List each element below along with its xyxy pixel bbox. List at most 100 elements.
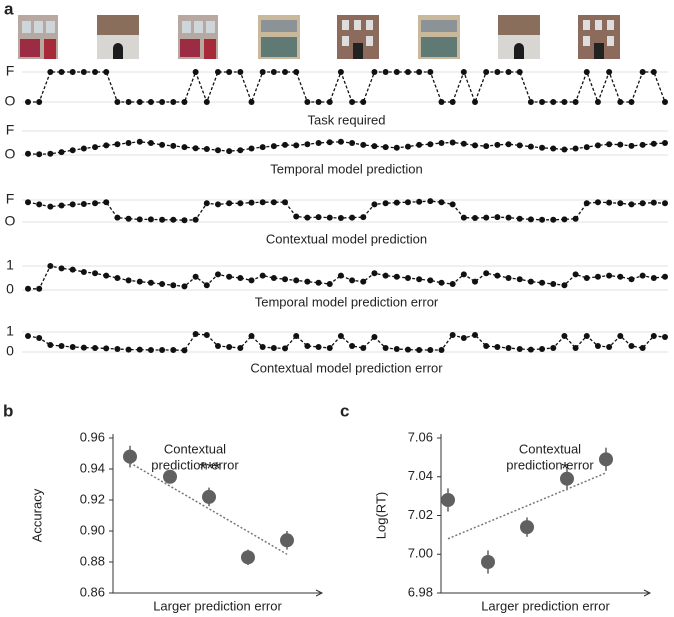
building-icons (18, 15, 620, 59)
trace-point (416, 347, 423, 353)
trace-point (259, 199, 266, 206)
trace-point (650, 199, 657, 206)
trace-point (203, 282, 210, 289)
y-tick-label: 0.90 (80, 522, 105, 537)
trace-point (606, 272, 613, 279)
y-tick-label: 7.06 (408, 429, 433, 444)
trace-point (147, 279, 154, 286)
trace-point (125, 140, 132, 146)
trace-point (360, 141, 367, 148)
x-axis-label: Larger prediction error (481, 598, 610, 613)
trace-point (427, 347, 434, 353)
trace-point (606, 69, 613, 75)
trace-point (539, 279, 546, 286)
trace-point (114, 346, 121, 352)
x-axis-label: Larger prediction error (153, 598, 282, 613)
trace-point (326, 345, 333, 351)
trace-point (282, 69, 289, 75)
trace-point (639, 200, 646, 207)
trace-point (527, 216, 534, 223)
trace-point (147, 347, 154, 353)
trace-point (416, 198, 423, 205)
trace-point (349, 343, 356, 349)
trace-point (192, 273, 199, 280)
trace-point (114, 141, 121, 148)
trace-point (662, 334, 668, 340)
y-tick-label: 1 (6, 323, 14, 339)
trace-point (416, 141, 423, 148)
trace-point (572, 345, 579, 351)
trace-point (539, 99, 546, 105)
trace-point (594, 343, 601, 349)
y-tick-label: 0 (6, 281, 14, 297)
trace-point (483, 143, 490, 150)
trace-point (170, 142, 177, 149)
trace-point (539, 144, 546, 151)
data-point (599, 452, 613, 467)
trace-point (505, 345, 512, 351)
trace-point (404, 69, 411, 75)
trace-point (472, 215, 479, 222)
trace-point (304, 343, 311, 349)
trace-point (25, 150, 31, 157)
panel-title: Contextual (519, 441, 581, 456)
trace-point (47, 342, 54, 348)
data-point (481, 555, 495, 569)
trace-point (516, 215, 523, 222)
trace-point (103, 345, 110, 352)
trace-point (237, 345, 244, 351)
data-point (241, 550, 255, 565)
trace-point (270, 345, 277, 351)
trace-point (561, 333, 568, 339)
panel-title: Contextual (164, 441, 226, 456)
trace-point (181, 144, 188, 151)
trace-point (159, 281, 166, 287)
trace-point (427, 141, 434, 148)
trace-point (494, 141, 501, 148)
trace-point (483, 69, 490, 75)
trace-point (472, 278, 479, 285)
trace-point (92, 345, 99, 351)
y-tick-label: 0.86 (80, 584, 105, 599)
trace-point (136, 99, 143, 105)
trace-point (527, 143, 534, 150)
trace-point (438, 347, 445, 353)
trace-point (248, 333, 255, 339)
trace-point (371, 270, 378, 277)
trace-point (170, 347, 177, 353)
y-tick-label: 7.02 (408, 507, 433, 522)
trace-point (427, 198, 434, 205)
trace-point (248, 199, 255, 206)
trace-label: Contextual model prediction error (250, 360, 443, 375)
trace-label: Contextual model prediction (266, 231, 427, 246)
trace-point (103, 142, 110, 149)
trace-label: Task required (307, 112, 385, 127)
y-tick-label: 6.98 (408, 584, 433, 599)
trace-point (237, 200, 244, 207)
trace-point (650, 140, 657, 147)
trace-point (282, 345, 289, 352)
trace-point (662, 273, 668, 280)
trace-point (47, 150, 54, 157)
trace-point (315, 344, 322, 350)
trace-point (628, 276, 635, 283)
data-point (202, 489, 216, 504)
trace-point (270, 143, 277, 150)
trace-point (404, 275, 411, 281)
data-point (163, 469, 177, 484)
trace-point (114, 99, 121, 105)
trace-point (92, 144, 99, 151)
trace-point (69, 147, 76, 154)
trace-point (583, 275, 590, 281)
trace-point (25, 199, 31, 206)
trace-point (293, 69, 300, 75)
data-point (123, 449, 137, 464)
trace-line (27, 141, 666, 155)
trace-point (594, 99, 601, 105)
trace-point (58, 343, 65, 349)
trace-point (438, 140, 445, 146)
trace-point (270, 69, 277, 75)
trace-point (438, 279, 445, 286)
trace-point (393, 273, 400, 280)
y-tick-label: 7.00 (408, 546, 433, 561)
